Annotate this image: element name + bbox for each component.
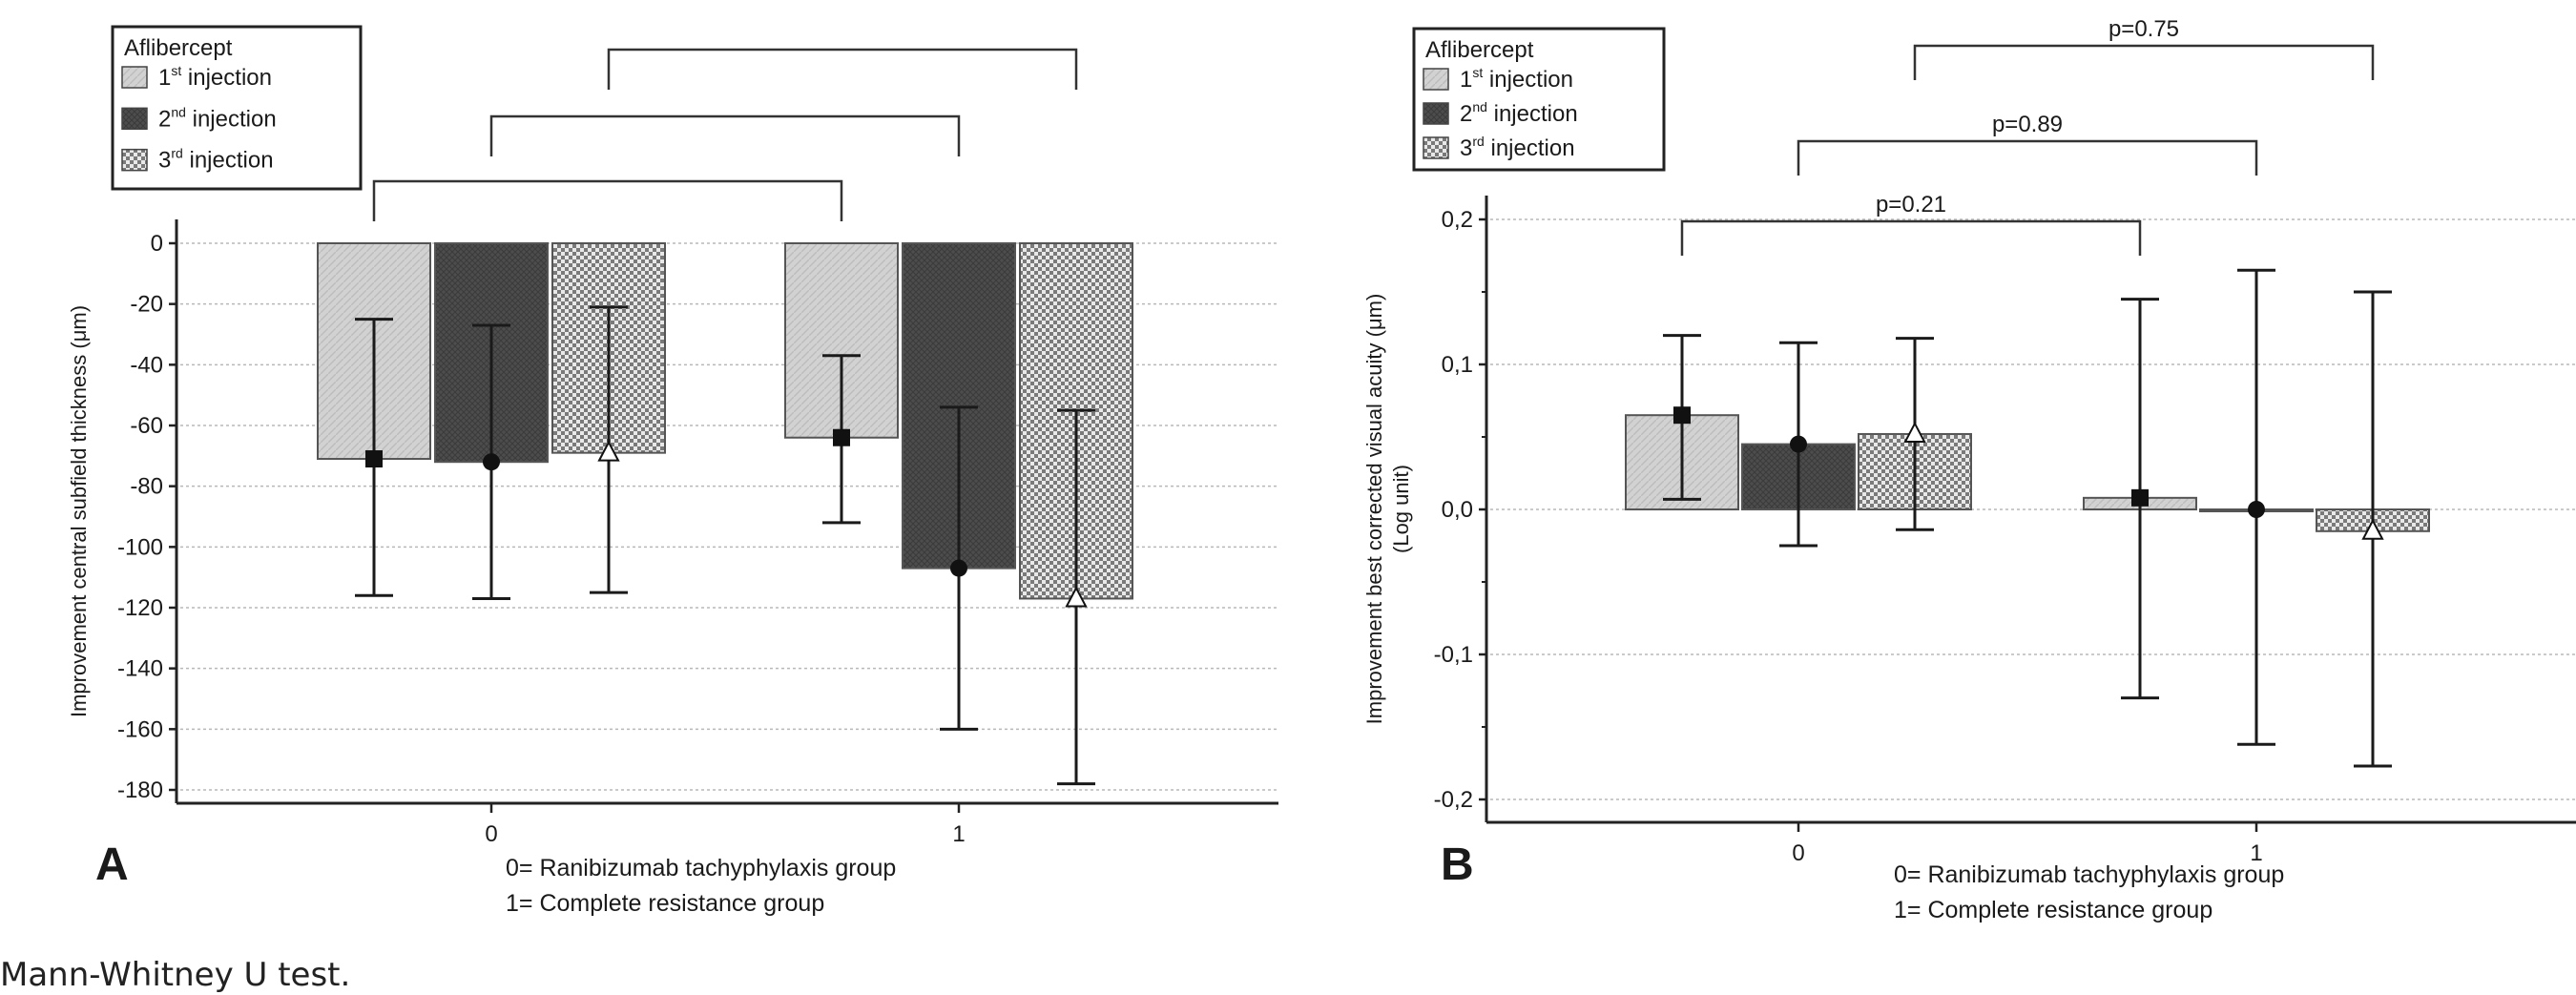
panel-a-comparison-bracket: [372, 179, 843, 221]
panel-a-y-tick-label: -80: [130, 474, 163, 500]
footnote: Mann-Whitney U test.: [0, 956, 351, 994]
panel-b-mean-marker-triangle: [2361, 518, 2384, 540]
panel-b-y-tick-label: -0,2: [1434, 787, 1473, 813]
panel-a-y-tick-label: -100: [117, 534, 163, 560]
panel-a-y-tick-label: -40: [130, 352, 163, 378]
panel-a-y-tick-label: -160: [117, 716, 163, 742]
panel-b-y-tick-label: 0,1: [1442, 352, 1473, 378]
panel-b-legend-swatch: [1423, 68, 1449, 91]
panel-b-mean-marker-circle: [1790, 435, 1807, 453]
panel-a-mean-marker-square: [365, 450, 383, 468]
panel-b-legend-swatch: [1423, 136, 1449, 159]
panel-b-panel-label: B: [1441, 840, 1474, 890]
panel-b-p-value-label: p=0.89: [1992, 112, 2063, 137]
panel-a-mean-marker-square: [833, 428, 850, 446]
panel-b-comparison-bracket: [1680, 219, 2142, 256]
panel-b-p-value-label: p=0.75: [2109, 16, 2179, 42]
panel-a-comparison-bracket: [489, 114, 961, 156]
panel-b-legend-label: 1st injection: [1460, 65, 1573, 93]
panel-b-y-tick-label: 0,2: [1442, 207, 1473, 233]
panel-a-legend-box: [111, 25, 363, 191]
panel-a-mean-marker-circle: [950, 559, 967, 577]
panel-b-group-legend-note: 1= Complete resistance group: [1894, 897, 2212, 923]
panel-b-y-tick-label: 0,0: [1442, 497, 1473, 523]
panel-b-comparison-bracket: [1797, 139, 2258, 176]
panel-b-legend-label: 2nd injection: [1460, 99, 1578, 127]
panel-b-legend-label: 3rd injection: [1460, 134, 1575, 161]
panel-b-mean-marker-square: [1673, 406, 1691, 425]
panel-b-legend-title: Aflibercept: [1425, 37, 1534, 63]
panel-a-legend-swatch: [121, 107, 148, 131]
panel-b-y-axis-label: Improvement best corrected visual acuity…: [1362, 294, 1386, 725]
panel-b-p-value-label: p=0.21: [1876, 192, 1946, 218]
panel-a-legend-title: Aflibercept: [124, 35, 233, 61]
panel-a-legend-swatch: [121, 148, 148, 172]
panel-a-panel-label: A: [95, 840, 129, 890]
panel-a-y-tick-label: -60: [130, 413, 163, 439]
panel-a-legend-label: 3rd injection: [158, 146, 274, 174]
panel-a-legend-label: 2nd injection: [158, 104, 277, 132]
panel-a-y-tick-label: 0: [151, 231, 163, 257]
panel-b-group-legend-note: 0= Ranibizumab tachyphylaxis group: [1894, 861, 2284, 888]
panel-b-x-tick-label: 0: [1792, 840, 1804, 866]
panel-a-y-tick-label: -20: [130, 292, 163, 318]
panel-b-comparison-bracket: [1913, 44, 2375, 80]
panel-b-x-tick-label: 1: [2250, 840, 2262, 866]
panel-b-mean-marker-circle: [2248, 501, 2265, 518]
panel-a-legend-label: 1st injection: [158, 63, 272, 91]
panel-a-y-tick-label: -120: [117, 595, 163, 621]
panel-a-group-legend-note: 0= Ranibizumab tachyphylaxis group: [506, 855, 896, 881]
panel-b-y-axis-label: (Log unit): [1389, 465, 1413, 553]
panel-b-mean-marker-square: [2131, 488, 2149, 507]
panel-a-y-tick-label: -180: [117, 777, 163, 803]
panel-a-mean-marker-triangle: [597, 440, 620, 462]
panel-b-legend-box: [1412, 27, 1666, 172]
panel-a-group-legend-note: 1= Complete resistance group: [506, 890, 824, 917]
panel-a-comparison-bracket: [607, 48, 1078, 90]
panel-b-y-tick-label: -0,1: [1434, 642, 1473, 668]
panel-a-y-axis-label: Improvement central subfield thickness (…: [67, 305, 91, 717]
panel-a-mean-marker-circle: [483, 453, 500, 471]
panel-b-mean-marker-triangle: [1903, 421, 1926, 443]
panel-a-x-tick-label: 1: [952, 821, 965, 847]
panel-a-legend-swatch: [121, 66, 148, 89]
panel-a-x-tick-label: 0: [485, 821, 497, 847]
panel-b-legend-swatch: [1423, 102, 1449, 125]
panel-a-mean-marker-triangle: [1065, 586, 1088, 608]
panel-a-y-tick-label: -140: [117, 656, 163, 682]
